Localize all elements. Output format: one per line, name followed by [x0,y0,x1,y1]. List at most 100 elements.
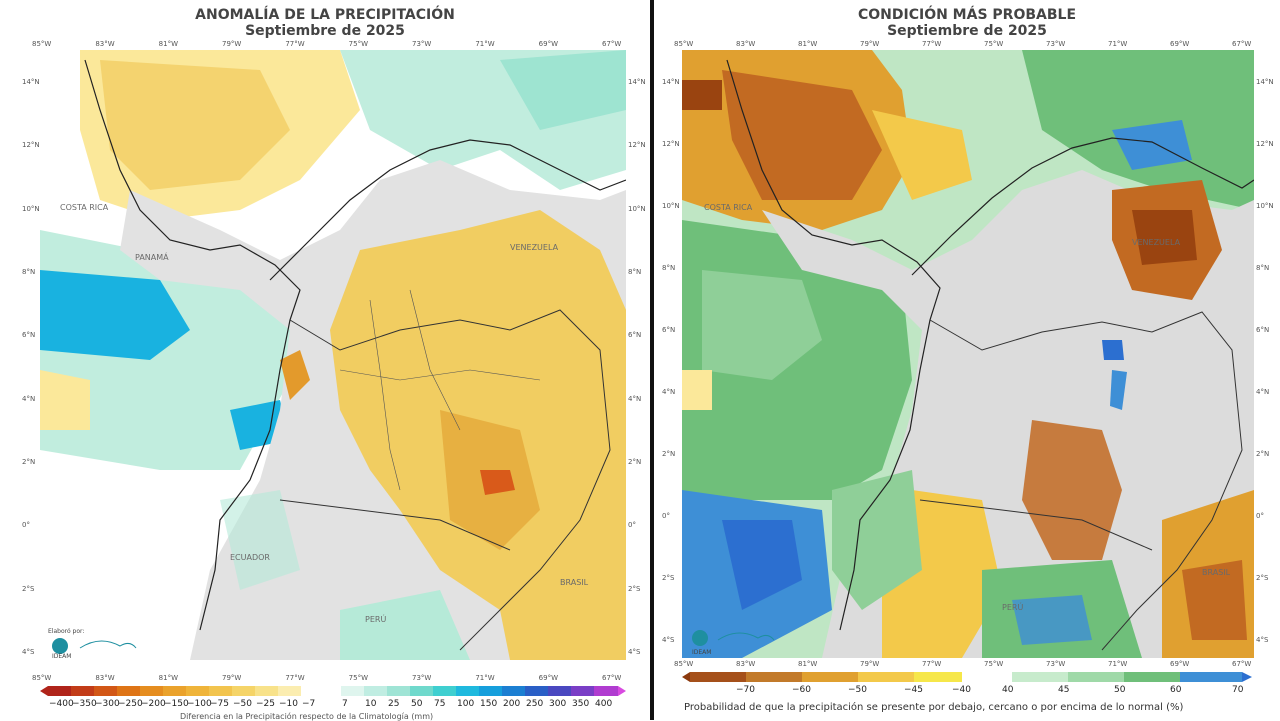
colorbar-tick-label: −70 [736,685,755,695]
colorbar-tick-label: −400 [49,699,74,709]
longitude-tick: 75°W [348,40,368,48]
colorbar-tick-label: −25 [256,699,275,709]
longitude-tick: 83°W [736,40,756,48]
longitude-tick: 71°W [1108,40,1128,48]
latitude-tick: 0° [1256,512,1264,520]
colorbar-tick-label: 100 [457,699,475,709]
latitude-tick: 4°S [662,636,675,644]
colorbar-tick-label: 400 [595,699,613,709]
longitude-tick: 85°W [674,40,694,48]
colorbar-tick-label: −300 [95,699,120,709]
latitude-tick: 4°S [1256,636,1269,644]
longitude-tick: 67°W [1232,40,1252,48]
latitude-tick: 6°N [662,326,676,334]
latitude-tick: 6°N [22,331,36,340]
latitude-tick: 4°N [1256,388,1270,396]
ideam-logo: Elaboró por: IDEAM [48,628,137,660]
colorbar-tick-label: 25 [388,699,400,709]
colorbar-tick-label: 40 [1002,685,1014,695]
label-costa-rica-right: COSTA RICA [704,203,753,212]
longitude-tick: 79°W [222,40,242,48]
svg-text:IDEAM: IDEAM [52,653,71,660]
latitude-tick: 14°N [628,78,646,86]
anomaly-map-svg: COSTA RICA PANAMÁ VENEZUELA ECUADOR PERÚ… [40,50,626,660]
latitude-tick: 14°N [1256,78,1274,86]
colorbar-tick-label: −250 [118,699,143,709]
label-peru: PERÚ [365,613,386,624]
colorbar-tick-label: 10 [365,699,377,709]
longitude-tick: 79°W [860,40,880,48]
left-title: ANOMALÍA DE LA PRECIPITACIÓN [195,7,455,23]
latitude-tick: 2°S [662,574,675,582]
latitude-tick: 6°N [1256,326,1270,334]
right-title: CONDICIÓN MÁS PROBABLE [857,7,1077,23]
longitude-tick: 67°W [602,40,622,48]
latitude-tick: 8°N [22,268,36,276]
latitude-tick: 12°N [1256,140,1274,148]
panel-separator [650,0,654,720]
longitude-tick: 81°W [798,40,818,48]
longitude-tick: 71°W [475,40,495,48]
label-panama: PANAMÁ [135,251,169,262]
probability-colorbar-caption: Probabilidad de que la precipitación se … [684,702,1184,713]
longitude-tick: 83°W [736,660,756,668]
colorbar-tick-label: 200 [503,699,521,709]
latitude-tick: 10°N [628,204,646,213]
longitude-tick: 71°W [475,674,495,682]
latitude-tick: 14°N [662,78,680,86]
latitude-tick: 0° [662,512,670,520]
longitude-tick: 73°W [412,674,432,682]
longitude-tick: 77°W [285,40,305,48]
longitude-tick: 75°W [348,674,368,682]
latitude-tick: 2°N [1256,450,1270,458]
longitude-tick: 69°W [538,40,558,48]
colorbar-tick-label: −60 [792,685,811,695]
longitude-tick: 75°W [984,40,1004,48]
colorbar-tick-label: −50 [233,699,252,709]
longitude-tick: 85°W [32,40,52,48]
longitude-tick: 71°W [1108,660,1128,668]
latitude-tick: 0° [22,521,30,530]
right-subtitle: Septiembre de 2025 [887,23,1047,39]
latitude-tick: 10°N [662,202,680,210]
colorbar-tick-label: −200 [141,699,166,709]
colorbar-tick-label: −350 [72,699,97,709]
longitude-tick: 79°W [860,660,880,668]
latitude-tick: 4°S [628,648,641,656]
longitude-tick: 77°W [922,660,942,668]
longitude-tick: 85°W [674,660,694,668]
latitude-tick: 12°N [662,140,680,148]
longitude-tick: 69°W [538,674,558,682]
longitude-tick: 83°W [95,674,115,682]
most-probable-condition-panel: CONDICIÓN MÁS PROBABLE Septiembre de 202… [654,0,1280,720]
longitude-tick: 81°W [798,660,818,668]
latitude-tick: 2°N [662,450,676,458]
colorbar-tick-label: −7 [302,699,316,709]
latitude-tick: 10°N [22,204,40,213]
longitude-tick: 73°W [1046,660,1066,668]
latitude-tick: 4°N [662,388,676,396]
longitude-tick: 69°W [1170,40,1190,48]
latitude-tick: 8°N [628,268,642,276]
latitude-tick: 0° [628,521,636,530]
colorbar-tick-label: −150 [164,699,189,709]
label-peru-right: PERÚ [1002,601,1023,612]
longitude-tick: 73°W [1046,40,1066,48]
latitude-tick: 2°S [628,584,641,593]
colorbar-tick-label: −40 [952,685,971,695]
longitude-tick: 67°W [602,674,622,682]
probability-colorbar [682,672,1252,682]
precipitation-anomaly-panel: ANOMALÍA DE LA PRECIPITACIÓN Septiembre … [22,7,646,721]
longitude-tick: 73°W [412,40,432,48]
latitude-tick: 2°N [628,458,642,466]
colorbar-tick-label: 50 [411,699,423,709]
longitude-tick: 75°W [984,660,1004,668]
latitude-tick: 2°N [22,458,36,466]
label-costa-rica: COSTA RICA [60,203,109,212]
latitude-tick: 10°N [1256,202,1274,210]
colorbar-tick-label: 7 [342,699,348,709]
longitude-tick: 77°W [285,674,305,682]
colorbar-tick-label: 300 [549,699,567,709]
latitude-tick: 12°N [22,141,40,150]
